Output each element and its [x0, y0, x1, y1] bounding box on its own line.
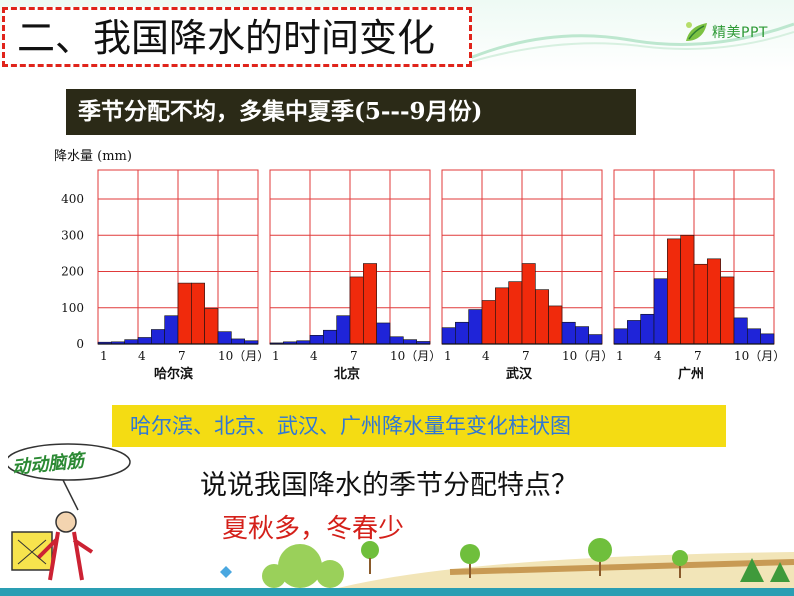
y-tick-label: 200: [61, 265, 84, 279]
x-tick-label: 7: [178, 349, 186, 363]
x-tick-label: 10（月）: [390, 349, 441, 363]
x-tick-label: 4: [138, 349, 146, 363]
bar: [481, 300, 496, 345]
bar: [640, 313, 655, 345]
x-tick-label: 1: [100, 349, 108, 363]
bar: [151, 329, 165, 345]
x-tick-label: 4: [482, 349, 490, 363]
bar: [508, 281, 523, 345]
chart-caption: 哈尔滨、北京、武汉、广州降水量年变化柱状图: [130, 414, 571, 438]
bar: [575, 326, 589, 345]
bar: [231, 338, 245, 345]
bar: [495, 287, 509, 345]
bar: [653, 278, 668, 345]
bar: [561, 321, 576, 345]
bar: [191, 282, 205, 345]
bar: [177, 282, 192, 345]
y-tick-label: 0: [76, 337, 84, 351]
decorative-wave: [470, 22, 794, 62]
bar: [376, 322, 391, 345]
bar: [389, 336, 404, 345]
bar: [164, 315, 179, 345]
y-axis-label: 降水量 (mm): [54, 149, 132, 164]
bar: [680, 234, 695, 345]
station-label: 武汉: [506, 366, 533, 382]
x-tick-label: 7: [350, 349, 358, 363]
title-frame: 二、我国降水的时间变化: [2, 7, 472, 67]
bar: [693, 263, 708, 345]
bar: [349, 276, 364, 345]
x-tick-label: 7: [694, 349, 702, 363]
x-tick-label: 7: [522, 349, 530, 363]
logo-text: 精美PPT: [712, 25, 768, 41]
bar: [217, 331, 232, 345]
subtitle-banner: 季节分配不均，多集中夏季(5---9月份): [66, 89, 636, 135]
x-tick-label: 1: [444, 349, 452, 363]
question-text: 说说我国降水的季节分配特点？: [200, 470, 578, 501]
chart-caption-box: 哈尔滨、北京、武汉、广州降水量年变化柱状图: [112, 405, 726, 447]
bar: [747, 328, 761, 345]
y-tick-label: 400: [61, 192, 84, 206]
y-tick-label: 100: [61, 301, 84, 315]
bar: [535, 289, 549, 345]
bar: [613, 328, 628, 345]
bar: [588, 334, 603, 345]
precipitation-charts: 降水量 (mm) 0 100 200 300 400 1 4 7 10（月） 哈尔滨 1 4 7 10（月）…: [54, 149, 785, 382]
bar: [441, 327, 456, 345]
bar: [336, 315, 351, 345]
bar: [363, 263, 377, 345]
bar: [760, 333, 775, 345]
scenery-decoration: [220, 538, 794, 596]
station-label: 哈尔滨: [154, 366, 193, 382]
bar: [521, 263, 536, 345]
bar: [548, 305, 563, 345]
y-tick-label: 300: [61, 228, 84, 242]
bar: [667, 238, 681, 345]
bar: [707, 258, 721, 345]
x-tick-label: 1: [616, 349, 624, 363]
bar: [309, 335, 324, 345]
bar: [323, 329, 337, 345]
thinking-figure-icon: [8, 443, 131, 581]
bar: [403, 339, 417, 345]
station-label: 广州: [678, 366, 704, 382]
bar: [720, 276, 735, 345]
x-tick-label: 1: [272, 349, 280, 363]
bar: [124, 339, 139, 345]
bar: [455, 321, 469, 345]
x-tick-label: 10（月）: [218, 349, 269, 363]
page-title: 二、我国降水的时间变化: [17, 16, 436, 60]
bar: [204, 308, 219, 345]
bar: [733, 317, 748, 345]
bottom-border: [0, 588, 794, 596]
bar: [627, 320, 641, 345]
x-tick-label: 4: [310, 349, 318, 363]
station-label: 北京: [334, 366, 360, 382]
leaf-logo-icon: [686, 22, 707, 41]
x-tick-label: 4: [654, 349, 662, 363]
answer-text: 夏秋多，冬春少: [222, 514, 405, 544]
x-tick-label: 10（月）: [734, 349, 785, 363]
subtitle-text: 季节分配不均，多集中夏季(5---9月份): [78, 98, 483, 125]
x-tick-label: 10（月）: [562, 349, 613, 363]
bar: [468, 309, 483, 345]
bar: [137, 337, 152, 345]
